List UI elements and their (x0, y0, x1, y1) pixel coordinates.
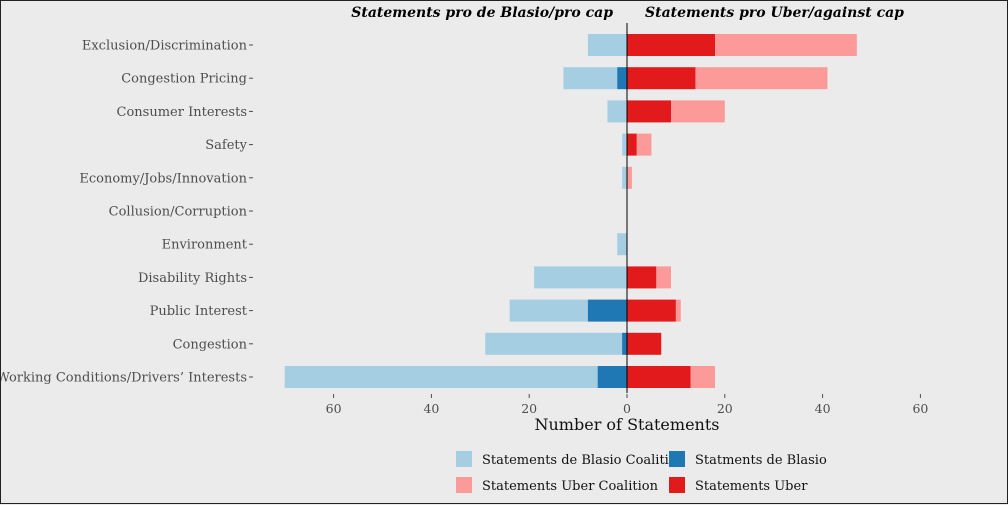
bar-uber (627, 100, 672, 123)
x-tick-label: 40 (423, 401, 439, 416)
bar-uber (627, 299, 676, 322)
legend-swatch (456, 451, 472, 467)
bar-deblasio-coalition (622, 133, 627, 156)
x-axis-title: Number of Statements (535, 415, 720, 434)
bar-uber (627, 266, 657, 289)
bar-uber-coalition (656, 266, 672, 289)
legend-swatch (456, 477, 472, 493)
bar-deblasio-coalition (587, 34, 627, 56)
bar-uber-coalition (627, 166, 632, 189)
bar-deblasio-coalition (284, 366, 598, 388)
category-label: Exclusion/Discrimination (82, 39, 248, 54)
bar-uber-coalition (675, 299, 681, 322)
category-label: Public Interest (150, 304, 248, 319)
bar-deblasio (587, 299, 627, 322)
category-label: Environment (162, 238, 248, 253)
x-tick-label: 20 (521, 401, 537, 416)
bar-uber (627, 133, 637, 156)
category-label: Congestion Pricing (121, 72, 247, 87)
bar-deblasio-coalition (534, 266, 627, 289)
bar-uber-coalition (715, 34, 857, 56)
x-tick-label: 40 (815, 401, 831, 416)
category-label: Collusion/Corruption (109, 205, 248, 220)
x-tick-label: 20 (717, 401, 733, 416)
bar-uber-coalition (636, 133, 652, 156)
legend-label: Statements de Blasio Coalition (482, 453, 686, 468)
x-tick-label: 60 (326, 401, 342, 416)
bar-deblasio-coalition (509, 299, 588, 322)
legend-swatch (669, 451, 685, 467)
category-label: Safety (205, 138, 247, 153)
x-tick-label: 60 (912, 401, 928, 416)
legend-label: Statements Uber Coalition (482, 479, 659, 494)
bar-uber-coalition (671, 100, 725, 123)
bar-deblasio (622, 332, 627, 355)
legend-label: Statments de Blasio (695, 453, 827, 468)
left-side-title: Statements pro de Blasio/pro cap (351, 5, 613, 21)
bar-deblasio (617, 67, 627, 90)
bar-uber-coalition (690, 366, 716, 388)
bar-deblasio-coalition (622, 166, 627, 189)
category-label: Disability Rights (138, 271, 247, 286)
x-tick-label: 0 (623, 401, 631, 416)
bar-uber (627, 366, 691, 388)
category-label: Working Conditions/Drivers’ Interests (1, 371, 247, 386)
category-label: Consumer Interests (117, 105, 247, 120)
bar-deblasio-coalition (617, 233, 627, 256)
bar-uber (627, 332, 662, 355)
bar-deblasio-coalition (607, 100, 627, 123)
category-label: Economy/Jobs/Innovation (79, 171, 247, 186)
bar-uber (627, 34, 716, 56)
legend-swatch (669, 477, 685, 493)
bar-deblasio-coalition (563, 67, 618, 90)
bar-uber-coalition (695, 67, 828, 90)
legend-label: Statements Uber (695, 479, 808, 494)
category-label: Congestion (173, 337, 248, 352)
bar-deblasio (597, 366, 627, 388)
bar-uber (627, 67, 696, 90)
bar-deblasio-coalition (485, 332, 623, 355)
right-side-title: Statements pro Uber/against cap (645, 5, 904, 21)
